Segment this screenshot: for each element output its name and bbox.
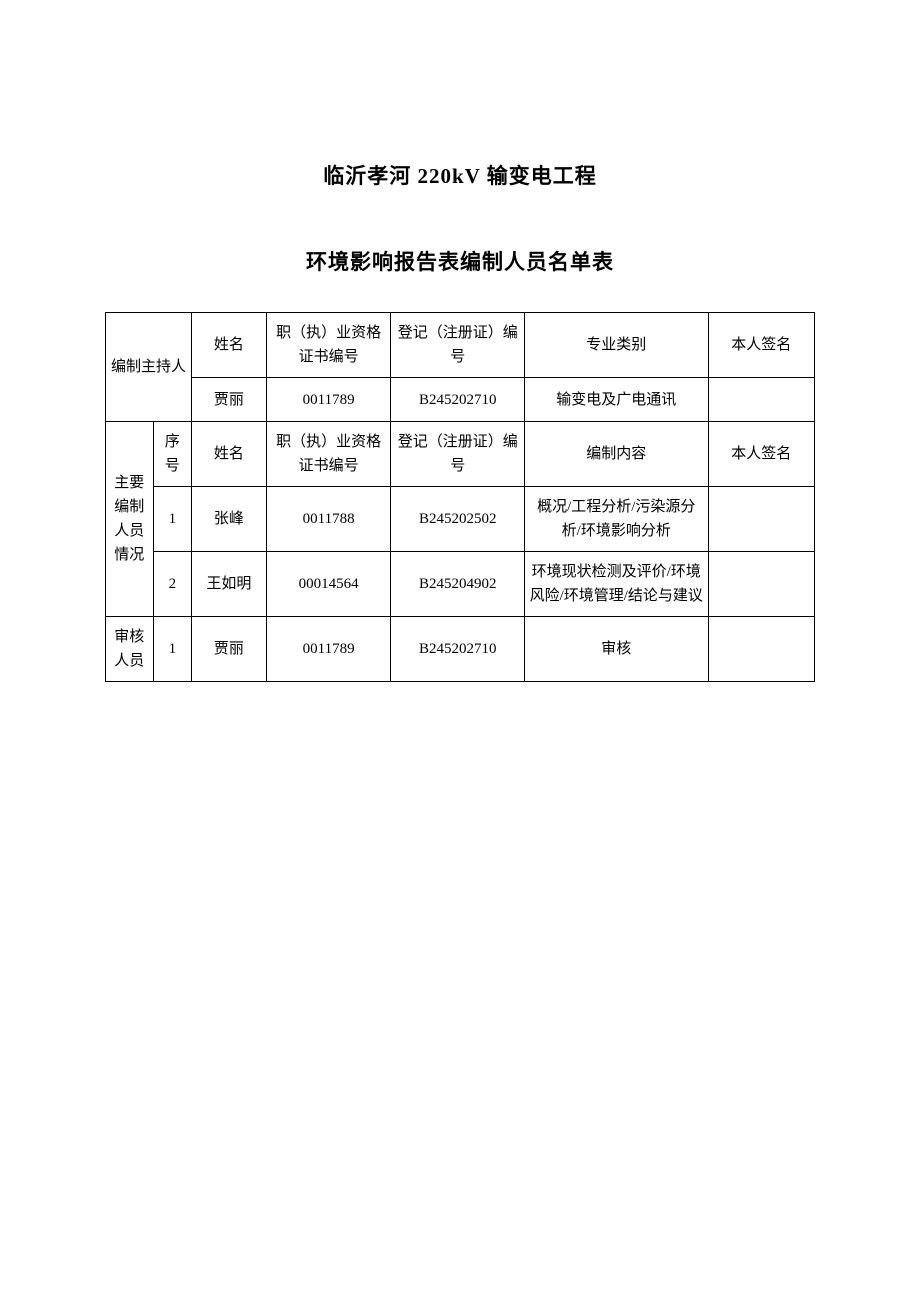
host-header-reg: 登记（注册证）编号 bbox=[391, 313, 525, 378]
main-row2-signature bbox=[708, 552, 815, 617]
review-row-seq: 1 bbox=[153, 617, 192, 682]
main-row1-name: 张峰 bbox=[192, 487, 267, 552]
main-header-signature: 本人签名 bbox=[708, 422, 815, 487]
review-row-name: 贾丽 bbox=[192, 617, 267, 682]
main-row1-seq: 1 bbox=[153, 487, 192, 552]
personnel-table: 编制主持人 姓名 职（执）业资格证书编号 登记（注册证）编号 专业类别 本人签名… bbox=[105, 312, 815, 682]
main-row2-content: 环境现状检测及评价/环境风险/环境管理/结论与建议 bbox=[525, 552, 708, 617]
main-row1-cert: 0011788 bbox=[266, 487, 391, 552]
review-row-cert: 0011789 bbox=[266, 617, 391, 682]
main-header-seq: 序号 bbox=[153, 422, 192, 487]
host-row-specialty: 输变电及广电通讯 bbox=[525, 378, 708, 422]
main-header-content: 编制内容 bbox=[525, 422, 708, 487]
main-header-cert: 职（执）业资格证书编号 bbox=[266, 422, 391, 487]
host-header-specialty: 专业类别 bbox=[525, 313, 708, 378]
main-row1-signature bbox=[708, 487, 815, 552]
host-row-reg: B245202710 bbox=[391, 378, 525, 422]
host-section-label: 编制主持人 bbox=[106, 313, 192, 422]
main-row2-reg: B245204902 bbox=[391, 552, 525, 617]
host-header-name: 姓名 bbox=[192, 313, 267, 378]
document-title-line2: 环境影响报告表编制人员名单表 bbox=[105, 246, 815, 276]
main-header-name: 姓名 bbox=[192, 422, 267, 487]
main-section-label: 主要编制人员情况 bbox=[106, 422, 154, 617]
host-row-cert: 0011789 bbox=[266, 378, 391, 422]
review-row-signature bbox=[708, 617, 815, 682]
main-row1-reg: B245202502 bbox=[391, 487, 525, 552]
document-title-line1: 临沂孝河 220kV 输变电工程 bbox=[105, 160, 815, 190]
main-row2-seq: 2 bbox=[153, 552, 192, 617]
host-header-signature: 本人签名 bbox=[708, 313, 815, 378]
review-section-label: 审核人员 bbox=[106, 617, 154, 682]
main-row2-name: 王如明 bbox=[192, 552, 267, 617]
review-row-reg: B245202710 bbox=[391, 617, 525, 682]
review-row-content: 审核 bbox=[525, 617, 708, 682]
host-row-name: 贾丽 bbox=[192, 378, 267, 422]
host-header-cert: 职（执）业资格证书编号 bbox=[266, 313, 391, 378]
main-row1-content: 概况/工程分析/污染源分析/环境影响分析 bbox=[525, 487, 708, 552]
host-row-signature bbox=[708, 378, 815, 422]
main-row2-cert: 00014564 bbox=[266, 552, 391, 617]
main-header-reg: 登记（注册证）编号 bbox=[391, 422, 525, 487]
